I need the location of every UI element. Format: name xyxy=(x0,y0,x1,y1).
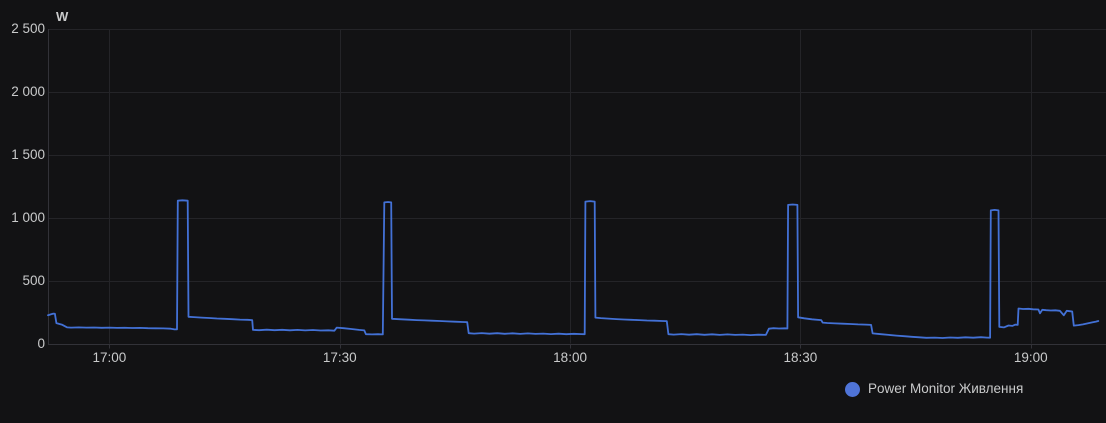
y-axis-tick-label: 0 xyxy=(37,335,45,351)
legend-series-label: Power Monitor Живлення xyxy=(868,381,1024,396)
y-axis-tick-label: 2 000 xyxy=(11,83,45,99)
y-axis-tick-label: 1 000 xyxy=(11,209,45,225)
y-axis-tick-label: 1 500 xyxy=(11,146,45,162)
y-axis-unit-label: W xyxy=(56,9,69,24)
series-line-power-monitor xyxy=(47,199,1100,339)
x-axis-tick-label: 17:30 xyxy=(322,350,357,365)
legend-series-color-dot xyxy=(845,381,860,397)
y-axis-tick-label: 2 500 xyxy=(11,21,45,36)
x-axis-tick-label: 18:00 xyxy=(553,350,587,365)
legend-item-power-monitor[interactable]: Power Monitor Живлення xyxy=(845,380,1023,398)
legend: Power Monitor Живлення xyxy=(845,380,1023,398)
y-axis-tick-label: 500 xyxy=(22,272,45,288)
x-axis-tick-label: 18:30 xyxy=(783,350,818,365)
x-axis-tick-label: 19:00 xyxy=(1013,350,1048,365)
x-axis-tick-label: 17:00 xyxy=(92,350,127,365)
